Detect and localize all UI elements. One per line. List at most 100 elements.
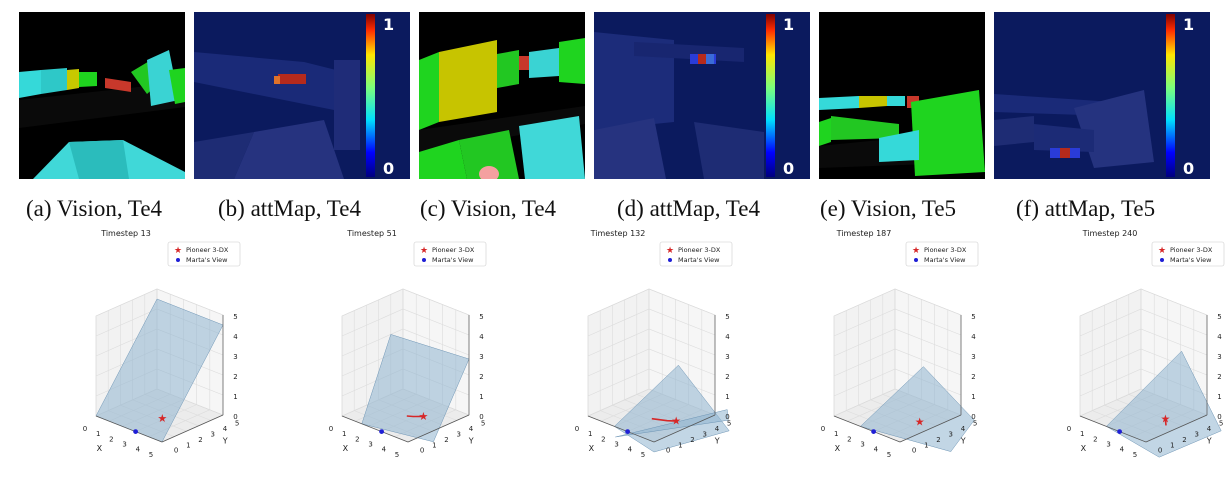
- y-axis-line: [161, 414, 224, 443]
- y-axis-line: [899, 414, 962, 443]
- x-tick-label: 4: [382, 446, 387, 454]
- legend: ★ Pioneer 3-DX Marta's View: [167, 241, 241, 267]
- legend-pioneer-marker: ★: [174, 246, 182, 256]
- y-tick-label: 4: [469, 425, 474, 433]
- pioneer-trajectory: [1164, 418, 1167, 426]
- z-tick-label: 4: [233, 333, 238, 341]
- plot-timestep-240: Timestep 240 0 1 2 3 4 5 0 1 2 3 4 5 0 1 2 3 4 5 X Y ★ ★ Pionee…: [992, 228, 1228, 486]
- chart-title: Timestep 13: [100, 229, 151, 238]
- x-axis-line: [587, 415, 655, 443]
- z-tick-label: 3: [479, 353, 483, 361]
- z-tick-label: 5: [971, 313, 975, 321]
- pioneer-marker: ★: [157, 412, 167, 425]
- legend-marta-marker: [422, 258, 426, 262]
- y-tick-label: 5: [235, 420, 239, 428]
- z-tick-label: 5: [479, 313, 483, 321]
- y-tick-label: 5: [1219, 420, 1223, 428]
- marta-view-marker: [871, 429, 876, 434]
- y-tick-label: 2: [198, 436, 202, 444]
- x-tick-label: 4: [1120, 446, 1125, 454]
- x-tick-label: 2: [1093, 435, 1097, 443]
- panel-e-vision: [819, 12, 985, 179]
- y-axis-line: [653, 414, 716, 443]
- x-tick-label: 4: [874, 446, 879, 454]
- y-axis-line: [407, 414, 470, 443]
- x-tick-label: 2: [847, 435, 851, 443]
- y-tick-label: 0: [666, 447, 670, 455]
- plot-timestep-13: Timestep 13 0 1 2 3 4 5 0 1 2 3 4 5 0 1 2 3 4 5 X Y ★ ★ Pioneer…: [8, 228, 244, 486]
- caption-a: (a) Vision, Te4: [26, 196, 163, 221]
- x-tick-label: 4: [628, 446, 633, 454]
- caption-e: (e) Vision, Te5: [820, 196, 957, 221]
- y-tick-label: 1: [432, 441, 436, 449]
- panel-c-vision: [419, 12, 585, 179]
- x-tick-label: 1: [1080, 430, 1084, 438]
- x-tick-label: 0: [329, 425, 333, 433]
- attention-map-image: 1 0: [594, 12, 810, 179]
- x-axis-label: X: [1081, 444, 1087, 453]
- x-tick-label: 5: [395, 451, 399, 459]
- x-tick-label: 1: [588, 430, 592, 438]
- colorbar: [1166, 14, 1175, 177]
- x-tick-label: 2: [355, 435, 359, 443]
- legend-marta-marker: [914, 258, 918, 262]
- chart-title: Timestep 240: [1082, 229, 1138, 238]
- plot-timestep-187: Timestep 187 0 1 2 3 4 5 0 1 2 3 4 5 0 1 2 3 4 5 X Y ★ ★ Pionee…: [746, 228, 982, 486]
- y-tick-label: 5: [727, 420, 731, 428]
- marta-view-marker: [133, 429, 138, 434]
- caption-b: (b) attMap, Te4: [218, 196, 361, 221]
- z-tick-label: 3: [1217, 353, 1221, 361]
- attention-map-image: 1 0: [994, 12, 1210, 179]
- panel-b-attmap: 1 0: [194, 12, 410, 179]
- x-axis-line: [341, 415, 409, 443]
- colorbar-max-label: 1: [1183, 15, 1194, 34]
- y-axis-label: Y: [1206, 436, 1212, 445]
- legend-pioneer-label: Pioneer 3-DX: [924, 246, 967, 254]
- z-tick-label: 0: [233, 413, 237, 421]
- legend-marta-label: Marta's View: [924, 256, 966, 264]
- colorbar-min-label: 0: [783, 159, 794, 178]
- legend-pioneer-label: Pioneer 3-DX: [1170, 246, 1213, 254]
- z-tick-label: 3: [971, 353, 975, 361]
- colorbar: [366, 14, 375, 177]
- z-tick-label: 5: [233, 313, 237, 321]
- x-tick-label: 0: [821, 425, 825, 433]
- y-tick-label: 3: [457, 431, 461, 439]
- y-tick-label: 5: [973, 420, 977, 428]
- x-tick-label: 0: [1067, 425, 1071, 433]
- x-tick-label: 1: [342, 430, 346, 438]
- z-tick-label: 2: [479, 373, 483, 381]
- z-tick-label: 5: [725, 313, 729, 321]
- y-tick-label: 1: [186, 441, 190, 449]
- x-tick-label: 5: [149, 451, 153, 459]
- y-tick-label: 3: [211, 431, 215, 439]
- z-tick-label: 4: [1217, 333, 1222, 341]
- vision-image: [19, 12, 185, 179]
- y-tick-label: 3: [1195, 431, 1199, 439]
- pioneer-marker: ★: [418, 410, 428, 423]
- x-tick-label: 5: [887, 451, 891, 459]
- chart-title: Timestep 51: [346, 229, 397, 238]
- fov-plane: [615, 409, 729, 438]
- caption-c: (c) Vision, Te4: [420, 196, 557, 221]
- y-tick-label: 3: [703, 431, 707, 439]
- x-tick-label: 2: [109, 435, 113, 443]
- colorbar-min-label: 0: [1183, 159, 1194, 178]
- y-tick-label: 2: [1182, 436, 1186, 444]
- colorbar-max-label: 1: [383, 15, 394, 34]
- x-tick-label: 3: [122, 441, 126, 449]
- x-tick-label: 5: [1133, 451, 1137, 459]
- colorbar-min-label: 0: [383, 159, 394, 178]
- y-tick-label: 2: [690, 436, 694, 444]
- z-tick-label: 1: [1217, 393, 1221, 401]
- x-tick-label: 3: [860, 441, 864, 449]
- caption-d: (d) attMap, Te4: [617, 196, 760, 221]
- y-axis-label: Y: [960, 436, 966, 445]
- y-tick-label: 4: [961, 425, 966, 433]
- marta-view-marker: [625, 429, 630, 434]
- legend-marta-label: Marta's View: [678, 256, 720, 264]
- y-tick-label: 5: [481, 420, 485, 428]
- x-tick-label: 3: [368, 441, 372, 449]
- marta-view-marker: [379, 429, 384, 434]
- pioneer-trajectory: [406, 415, 424, 418]
